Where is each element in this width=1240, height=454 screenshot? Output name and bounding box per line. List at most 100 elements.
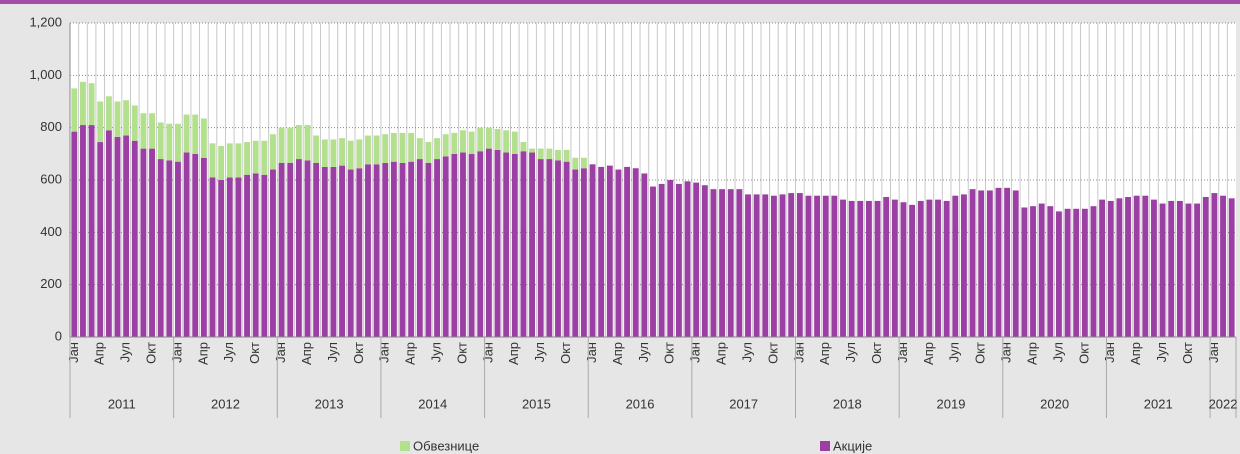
legend-label: Обвезнице — [413, 438, 479, 453]
x-tick-label: Јан — [377, 342, 392, 363]
bar-segment — [157, 159, 164, 337]
bar-segment — [477, 151, 484, 337]
x-tick-label: Окт — [143, 342, 158, 364]
bar-segment — [192, 153, 199, 337]
bar-segment — [425, 162, 432, 337]
bar-segment — [468, 131, 475, 154]
x-tick-label: Јан — [584, 342, 599, 363]
bar-segment — [831, 195, 838, 337]
bar-segment — [382, 134, 389, 163]
bar-segment — [399, 162, 406, 337]
x-tick-label: Окт — [1076, 342, 1091, 364]
year-label: 2017 — [729, 396, 758, 411]
bar-segment — [1012, 190, 1019, 337]
bar-segment — [278, 127, 285, 163]
bar-segment — [295, 159, 302, 337]
bar-segment — [494, 128, 501, 150]
bar-segment — [304, 160, 311, 337]
bar-segment — [1220, 195, 1226, 337]
x-tick-label: Јул — [739, 342, 754, 362]
bar-segment — [287, 127, 294, 163]
bar-segment — [80, 125, 86, 337]
bar-segment — [192, 114, 199, 154]
bar-segment — [589, 164, 596, 337]
x-tick-label: Јул — [843, 342, 858, 362]
bar-segment — [123, 100, 130, 136]
bar-segment — [131, 105, 138, 141]
bar-segment — [788, 193, 795, 337]
x-tick-label: Јан — [999, 342, 1014, 363]
bar-segment — [416, 159, 423, 337]
bar-segment — [598, 166, 605, 337]
bar-segment — [1142, 195, 1149, 337]
bar-segment — [615, 169, 622, 337]
bar-segment — [580, 157, 587, 169]
bar-segment — [995, 187, 1002, 337]
bar-segment — [546, 148, 553, 160]
bar-segment — [529, 148, 536, 153]
bar-segment — [986, 190, 993, 337]
x-tick-label: Јул — [221, 342, 236, 362]
x-tick-label: Јан — [273, 342, 288, 363]
x-tick-label: Окт — [765, 342, 780, 364]
bar-segment — [796, 193, 803, 337]
bar-segment — [710, 189, 717, 337]
bar-segment — [503, 152, 510, 337]
x-tick-label: Јул — [118, 342, 133, 362]
x-tick-label: Апр — [714, 342, 729, 365]
bar-segment — [503, 130, 510, 153]
bar-segment — [632, 168, 639, 337]
bar-segment — [477, 127, 484, 152]
bar-segment — [244, 142, 250, 175]
bar-segment — [848, 200, 855, 337]
bar-segment — [166, 123, 173, 161]
y-tick-label: 400 — [40, 224, 62, 239]
bar-segment — [105, 130, 112, 337]
x-tick-label: Окт — [1180, 342, 1195, 364]
bar-segment — [883, 197, 890, 337]
bar-segment — [468, 153, 475, 337]
bar-segment — [390, 161, 397, 337]
x-tick-label: Јул — [325, 342, 340, 362]
bar-segment — [416, 138, 423, 160]
bar-segment — [252, 140, 259, 174]
bar-segment — [1090, 206, 1097, 337]
bar-segment — [356, 139, 363, 169]
bar-segment — [390, 132, 397, 162]
bar-segment — [451, 132, 458, 154]
x-tick-label: Апр — [299, 342, 314, 365]
bar-segment — [1159, 203, 1166, 337]
bar-segment — [753, 194, 760, 337]
bar-segment — [1125, 197, 1131, 337]
bar-segment — [175, 123, 181, 162]
bar-segment — [339, 138, 346, 166]
x-tick-label: Апр — [403, 342, 418, 365]
bar-segment — [701, 185, 708, 337]
bar-segment — [270, 169, 276, 337]
year-label: 2018 — [833, 396, 862, 411]
x-tick-label: Апр — [610, 342, 625, 365]
bar-segment — [1202, 197, 1209, 337]
bar-segment — [356, 168, 363, 337]
bar-segment — [667, 180, 674, 337]
x-tick-label: Јан — [480, 342, 495, 363]
bar-segment — [157, 122, 164, 160]
bar-segment — [261, 174, 268, 337]
bar-segment — [1151, 199, 1157, 337]
bar-segment — [460, 130, 466, 153]
x-tick-label: Апр — [506, 342, 521, 365]
x-tick-label: Окт — [869, 342, 884, 364]
x-tick-label: Јан — [1206, 342, 1221, 363]
bar-segment — [235, 143, 242, 178]
bar-segment — [200, 157, 207, 337]
bar-segment — [226, 177, 233, 337]
bar-segment — [278, 162, 285, 337]
bar-segment — [494, 149, 501, 337]
bar-segment — [727, 189, 734, 337]
bar-segment — [183, 114, 190, 153]
top-band — [0, 0, 1240, 4]
bar-segment — [97, 142, 104, 337]
x-tick-label: Апр — [92, 342, 107, 365]
bar-segment — [183, 152, 190, 337]
bar-segment — [555, 160, 561, 337]
